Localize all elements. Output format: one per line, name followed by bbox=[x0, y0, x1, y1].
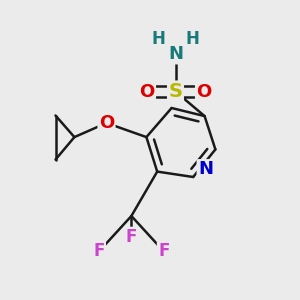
Text: N: N bbox=[168, 45, 183, 63]
Text: F: F bbox=[158, 242, 169, 260]
Text: F: F bbox=[126, 228, 137, 246]
Text: H: H bbox=[151, 30, 165, 48]
Text: N: N bbox=[198, 160, 213, 178]
Text: O: O bbox=[140, 82, 154, 100]
Text: H: H bbox=[186, 30, 200, 48]
Text: O: O bbox=[196, 82, 211, 100]
Text: S: S bbox=[169, 82, 182, 101]
Text: F: F bbox=[93, 242, 105, 260]
Text: O: O bbox=[99, 114, 114, 132]
